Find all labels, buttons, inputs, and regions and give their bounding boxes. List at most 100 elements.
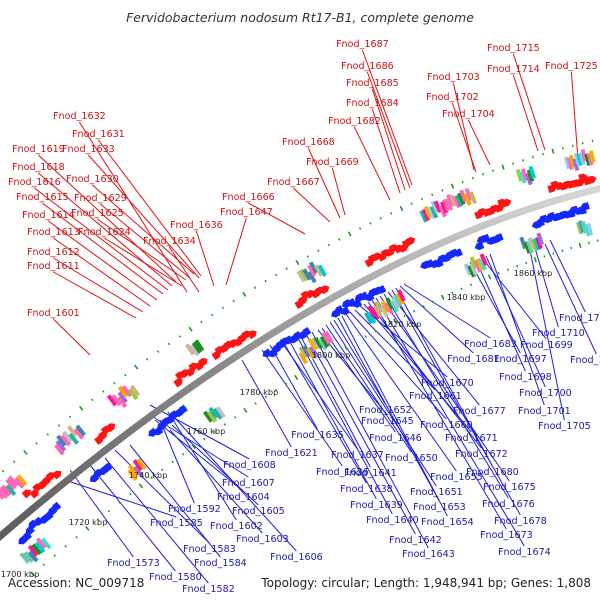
tick-mark — [64, 545, 67, 548]
forward-gene-arrow — [198, 358, 208, 367]
inner-feature-block — [391, 296, 401, 309]
reverse-gene-arrow — [169, 410, 179, 420]
inner-feature-block — [478, 257, 487, 271]
rna-feature-block — [452, 195, 462, 209]
inner-feature-block — [371, 307, 381, 320]
tick-mark — [295, 259, 300, 266]
tick-mark — [202, 437, 206, 441]
rna-feature-block — [13, 477, 25, 489]
gene-label-bottom: Fnod_1602 — [210, 521, 263, 532]
gene-label-top: Fnod_1666 — [222, 192, 275, 203]
rna-feature-block — [5, 484, 17, 497]
gene-label-bottom: Fnod_1608 — [223, 460, 276, 471]
gene-label-bottom: Fnod_1710 — [532, 328, 585, 339]
top-leader-line — [366, 71, 411, 189]
bottom-leader-line — [321, 327, 396, 433]
top-leader-line — [34, 187, 169, 291]
forward-gene-arrow — [405, 236, 416, 246]
tick-mark — [390, 212, 393, 215]
reverse-gene-arrow — [165, 414, 176, 424]
top-leader-line — [512, 53, 546, 151]
gene-label-top: Fnod_1636 — [170, 220, 223, 231]
top-leader-line — [38, 172, 173, 287]
bottom-leader-line — [354, 309, 436, 391]
rna-feature-block — [73, 427, 85, 440]
inner-feature-block — [384, 301, 394, 315]
rna-feature-block — [317, 264, 327, 277]
rna-feature-block — [307, 264, 317, 277]
rna-feature-block — [423, 205, 433, 219]
tick-mark — [210, 313, 214, 317]
inner-feature-block — [127, 464, 139, 477]
forward-gene-arrow — [105, 423, 116, 433]
kbp-scale-label: 1820 kbp — [383, 319, 422, 329]
tick-mark — [481, 173, 484, 176]
gene-label-top: Fnod_1714 — [487, 64, 540, 75]
inner-feature-block — [308, 345, 319, 359]
tick-mark — [543, 255, 546, 258]
gene-label-top: Fnod_1633 — [62, 144, 115, 155]
inner-feature-block — [373, 305, 383, 318]
tick-mark — [102, 390, 105, 393]
inner-feature-block — [393, 293, 403, 307]
bottom-leader-line — [104, 457, 209, 584]
gene-label-top: Fnod_1613 — [27, 227, 80, 238]
gene-label-bottom: Fnod_1646 — [369, 433, 422, 444]
gene-label-top: Fnod_1618 — [12, 162, 65, 173]
tick-mark — [96, 518, 100, 521]
rna-feature-block — [121, 385, 133, 398]
tick-mark — [501, 164, 505, 170]
reverse-gene-arrow — [18, 535, 28, 545]
rna-feature-block — [106, 394, 118, 407]
top-leader-line — [570, 71, 579, 160]
gene-label-bottom: Fnod_1699 — [520, 340, 573, 351]
bottom-leader-line — [359, 305, 448, 378]
bottom-leader-line — [544, 243, 597, 355]
gene-label-bottom: Fnod_1674 — [498, 547, 551, 558]
rna-feature-block — [468, 191, 477, 204]
top-leader-line — [307, 147, 341, 219]
tick-mark — [285, 267, 288, 270]
top-leader-line — [87, 154, 200, 279]
gene-label-bottom: Fnod_1661 — [409, 391, 462, 402]
tick-mark — [178, 335, 182, 338]
gene-label-bottom: Fnod_1701 — [518, 406, 571, 417]
top-leader-line — [353, 126, 391, 201]
top-leader-line — [292, 187, 331, 223]
reverse-gene-arrow — [44, 510, 54, 520]
rna-feature-block — [455, 194, 464, 207]
reverse-gene-arrow — [22, 531, 32, 541]
tick-mark — [46, 433, 50, 436]
reverse-gene-arrow — [157, 421, 167, 431]
rna-feature-block — [421, 208, 431, 222]
tick-mark — [23, 450, 28, 455]
gene-label-top: Fnod_1687 — [336, 39, 389, 50]
tick-mark — [129, 492, 132, 496]
inner-feature-block — [203, 410, 214, 423]
bottom-leader-line — [159, 419, 195, 504]
tick-mark — [469, 283, 473, 287]
bottom-leader-line — [305, 333, 416, 535]
tick-mark — [542, 152, 545, 156]
inner-feature-block — [215, 406, 226, 419]
tick-mark — [347, 231, 352, 237]
inner-feature-block — [396, 289, 406, 302]
tick-mark — [410, 202, 413, 206]
tick-mark — [364, 335, 367, 338]
rna-feature-block — [302, 268, 312, 281]
tick-mark — [305, 369, 308, 373]
tick-mark — [181, 452, 185, 456]
tick-mark — [578, 242, 582, 248]
inner-feature-block — [320, 335, 330, 348]
tick-mark — [532, 155, 535, 159]
reverse-gene-arrow — [154, 426, 164, 436]
inner-feature-block — [321, 331, 331, 345]
inner-feature-block — [526, 240, 534, 254]
rna-feature-block — [55, 439, 67, 452]
rna-feature-block — [117, 385, 129, 398]
rna-feature-block — [117, 391, 128, 404]
gene-label-bottom: Fnod_1584 — [194, 558, 247, 569]
tick-mark — [42, 563, 46, 567]
bottom-leader-line — [371, 299, 507, 530]
